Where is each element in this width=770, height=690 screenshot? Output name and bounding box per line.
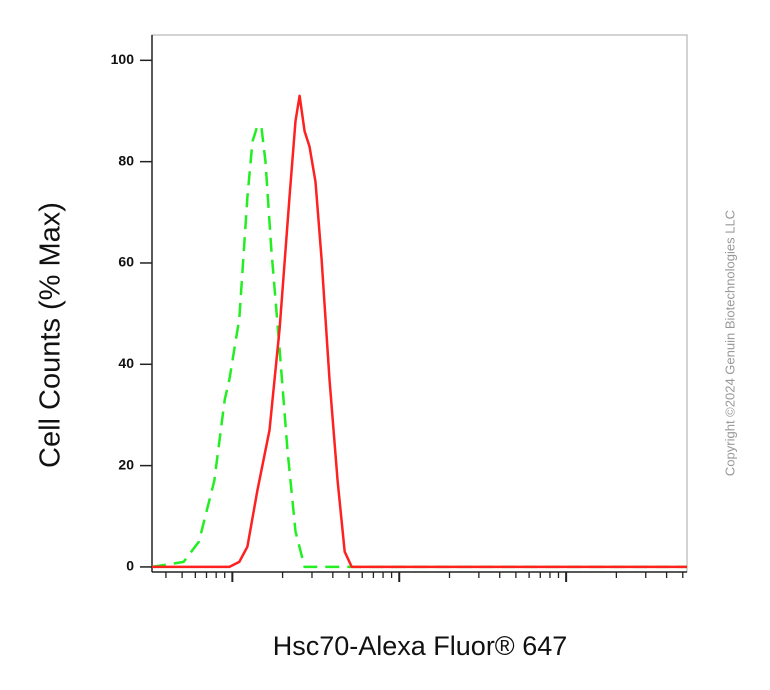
y-tick-label: 0 — [126, 558, 134, 574]
y-tick-label: 80 — [118, 152, 134, 168]
plot-frame — [151, 34, 688, 573]
y-axis-title: Cell Counts (% Max) — [35, 202, 67, 468]
copyright: Copyright ©2024 Genuin Biotechnologies L… — [722, 210, 737, 476]
x-axis-title: Hsc70-Alexa Fluor® 647 — [273, 631, 568, 661]
y-tick-label: 40 — [118, 355, 134, 371]
y-tick-label: 100 — [111, 51, 135, 67]
y-tick-label: 60 — [118, 254, 134, 270]
histogram-line — [151, 124, 687, 569]
y-tick-label: 20 — [118, 456, 134, 472]
histogram-line — [152, 94, 687, 569]
